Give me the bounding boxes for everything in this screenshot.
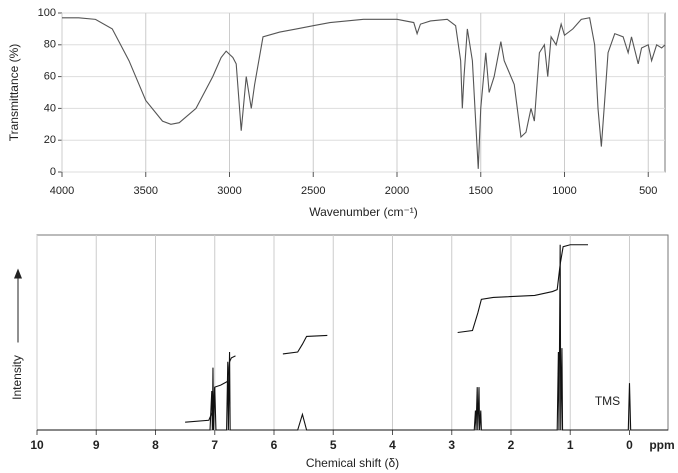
y-tick-label: 40 [44,102,56,114]
y-axis-label: Intensity [10,355,24,400]
intensity-arrow-head [14,268,22,279]
x-tick-label: 5 [330,438,337,452]
x-tick-label: 2000 [385,185,409,197]
x-tick-label: 10 [30,438,44,452]
x-tick-label: 9 [93,438,100,452]
x-tick-label: 3500 [134,185,158,197]
x-tick-label: 7 [211,438,218,452]
x-tick-label: 4 [389,438,396,452]
plot-area [36,234,669,431]
x-tick-label: 3000 [217,185,241,197]
x-tick-label: 500 [639,185,657,197]
x-tick-label: 2 [508,438,515,452]
annotation: TMS [595,394,620,408]
y-tick-label: 100 [38,7,56,19]
spectrum-line [457,244,589,334]
spectrum-line [282,334,328,355]
x-axis-label: Wavenumber (cm⁻¹) [309,205,418,219]
x-tick-label: 0 [626,438,633,452]
x-axis-label: Chemical shift (δ) [306,456,399,470]
x-tick-label: 1 [567,438,574,452]
y-tick-label: 20 [44,134,56,146]
y-tick-label: 60 [44,71,56,83]
y-axis-label: Transmittance (%) [7,44,21,142]
x-tick-label: 1500 [469,185,493,197]
x-tick-label: 8 [152,438,159,452]
x-tick-label: 2500 [301,185,325,197]
y-tick-label: 80 [44,39,56,51]
spectrum-line [185,355,236,423]
x-unit: ppm [649,438,674,452]
y-tick-label: 0 [50,166,56,178]
x-tick-label: 4000 [50,185,74,197]
x-tick-label: 1000 [552,185,576,197]
spectrum-line [62,17,666,169]
x-tick-label: 6 [271,438,278,452]
plot-area [61,12,666,173]
x-tick-label: 3 [448,438,455,452]
